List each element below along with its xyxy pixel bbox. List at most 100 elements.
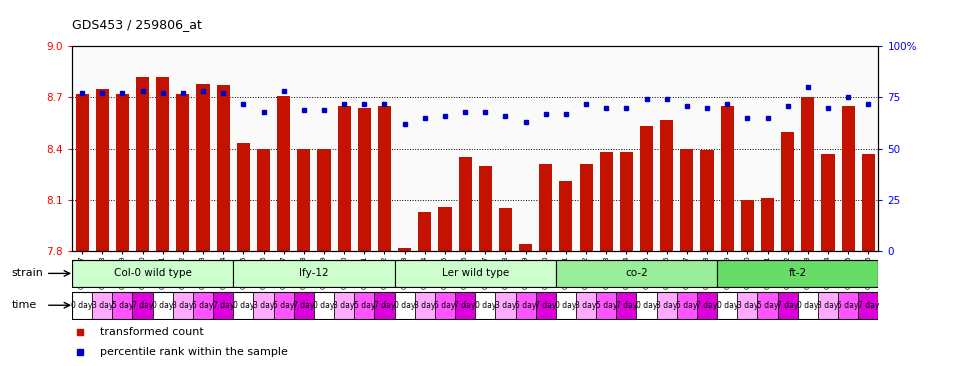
Bar <box>757 292 778 319</box>
Bar <box>233 260 395 287</box>
Bar <box>237 143 250 251</box>
Bar <box>253 292 274 319</box>
Text: 7 day: 7 day <box>535 301 557 310</box>
Bar <box>72 260 233 287</box>
Bar <box>556 260 717 287</box>
Text: 0 day: 0 day <box>152 301 174 310</box>
Bar <box>395 260 556 287</box>
Bar <box>378 106 391 251</box>
Bar <box>112 292 132 319</box>
Bar <box>358 108 371 251</box>
Bar <box>842 106 854 251</box>
Bar <box>419 212 431 251</box>
Bar <box>354 292 374 319</box>
Text: 3 day: 3 day <box>736 301 758 310</box>
Bar <box>76 94 88 251</box>
Text: 0 day: 0 day <box>232 301 254 310</box>
Text: 7 day: 7 day <box>615 301 637 310</box>
Text: 7 day: 7 day <box>373 301 396 310</box>
Bar <box>616 292 636 319</box>
Text: 7 day: 7 day <box>777 301 799 310</box>
Text: 0 day: 0 day <box>394 301 416 310</box>
Bar <box>862 154 875 251</box>
Text: time: time <box>12 300 36 310</box>
Bar <box>781 131 794 251</box>
Bar <box>556 292 576 319</box>
Bar <box>798 292 818 319</box>
Bar <box>499 208 512 251</box>
Text: 0 day: 0 day <box>313 301 335 310</box>
Bar <box>516 292 536 319</box>
Text: 7 day: 7 day <box>293 301 315 310</box>
Bar <box>640 126 653 251</box>
Bar <box>395 292 415 319</box>
Bar <box>536 292 556 319</box>
Text: 0 day: 0 day <box>636 301 658 310</box>
Text: GDS453 / 259806_at: GDS453 / 259806_at <box>72 18 202 31</box>
Text: transformed count: transformed count <box>100 327 204 337</box>
Bar <box>455 292 475 319</box>
Text: 3 day: 3 day <box>172 301 194 310</box>
Bar <box>173 292 193 319</box>
Text: 7 day: 7 day <box>212 301 234 310</box>
Bar <box>596 292 616 319</box>
Bar <box>257 149 270 251</box>
Text: 0 day: 0 day <box>797 301 819 310</box>
Bar <box>540 164 552 251</box>
Text: 7 day: 7 day <box>696 301 718 310</box>
Bar <box>519 244 532 251</box>
Bar <box>576 292 596 319</box>
Text: 3 day: 3 day <box>252 301 275 310</box>
Text: 5 day: 5 day <box>515 301 537 310</box>
Text: 0 day: 0 day <box>716 301 738 310</box>
Bar <box>818 292 838 319</box>
Text: percentile rank within the sample: percentile rank within the sample <box>100 347 288 357</box>
Text: 5 day: 5 day <box>353 301 375 310</box>
Bar <box>298 149 310 251</box>
Text: 3 day: 3 day <box>817 301 839 310</box>
Bar <box>681 149 693 251</box>
Bar <box>374 292 395 319</box>
Bar <box>197 84 209 251</box>
Bar <box>580 164 592 251</box>
Text: 5 day: 5 day <box>111 301 133 310</box>
Bar <box>415 292 435 319</box>
Bar <box>660 120 673 251</box>
Bar <box>838 292 858 319</box>
Bar <box>717 260 878 287</box>
Bar <box>560 181 572 251</box>
Bar <box>72 292 92 319</box>
Bar <box>717 292 737 319</box>
Text: 5 day: 5 day <box>192 301 214 310</box>
Text: Col-0 wild type: Col-0 wild type <box>113 268 192 279</box>
Bar <box>858 292 878 319</box>
Bar <box>294 292 314 319</box>
Text: 3 day: 3 day <box>414 301 436 310</box>
Bar <box>274 292 294 319</box>
Text: 7 day: 7 day <box>132 301 154 310</box>
Bar <box>398 248 411 251</box>
Text: 5 day: 5 day <box>595 301 617 310</box>
Bar <box>132 292 153 319</box>
Bar <box>217 85 229 251</box>
Bar <box>479 166 492 251</box>
Text: 5 day: 5 day <box>837 301 859 310</box>
Bar <box>92 292 112 319</box>
Text: 0 day: 0 day <box>474 301 496 310</box>
Text: lfy-12: lfy-12 <box>300 268 328 279</box>
Bar <box>701 150 713 251</box>
Bar <box>822 154 834 251</box>
Bar <box>136 77 149 251</box>
Bar <box>495 292 516 319</box>
Bar <box>636 292 657 319</box>
Bar <box>439 207 451 251</box>
Bar <box>277 96 290 251</box>
Text: 0 day: 0 day <box>71 301 93 310</box>
Bar <box>96 89 108 251</box>
Bar <box>802 97 814 251</box>
Bar <box>697 292 717 319</box>
Bar <box>193 292 213 319</box>
Bar <box>600 152 612 251</box>
Bar <box>459 157 471 251</box>
Text: 3 day: 3 day <box>494 301 516 310</box>
